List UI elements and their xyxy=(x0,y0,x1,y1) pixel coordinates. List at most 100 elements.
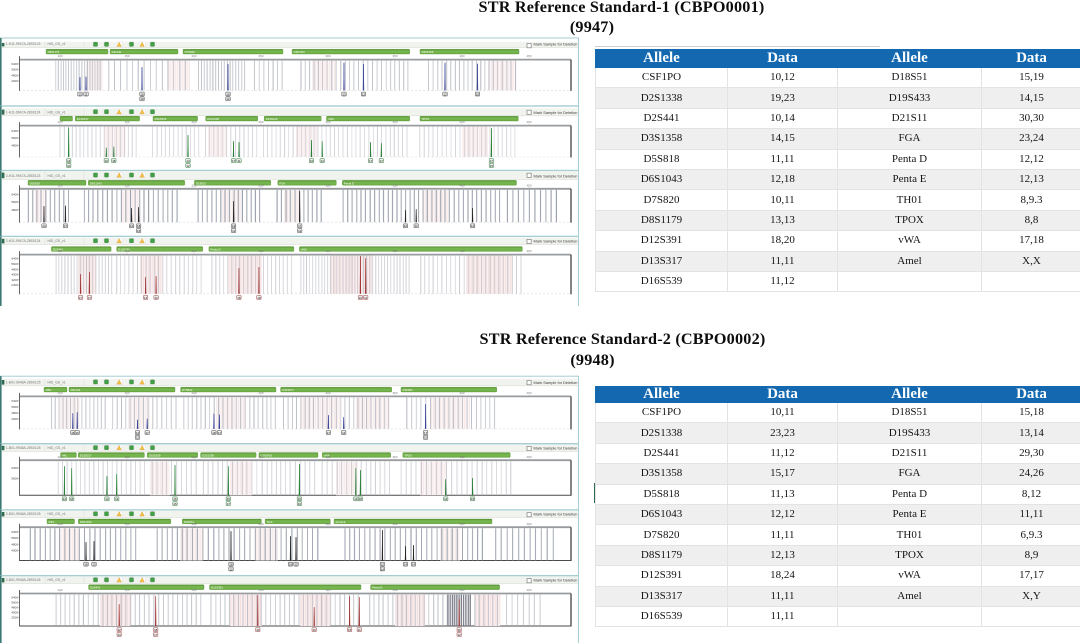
svg-text:18: 18 xyxy=(359,497,363,501)
svg-text:14: 14 xyxy=(298,229,302,233)
svg-text:250: 250 xyxy=(258,120,263,124)
svg-text:D2S441: D2S441 xyxy=(90,586,101,590)
svg-text:D8S1179: D8S1179 xyxy=(48,50,60,54)
svg-text:17: 17 xyxy=(88,296,92,300)
svg-text:12: 12 xyxy=(229,567,233,571)
svg-text:HID_GS_v1: HID_GS_v1 xyxy=(48,578,66,582)
svg-text:17: 17 xyxy=(380,159,384,163)
svg-text:18: 18 xyxy=(84,563,88,567)
svg-text:5600: 5600 xyxy=(11,200,18,204)
svg-text:300: 300 xyxy=(325,391,330,395)
svg-text:4000: 4000 xyxy=(11,79,18,83)
svg-text:D19S433: D19S433 xyxy=(261,454,273,458)
svg-text:10: 10 xyxy=(424,436,428,440)
svg-text:16: 16 xyxy=(289,563,293,567)
svg-text:4000: 4000 xyxy=(11,273,18,277)
svg-text:D21S11: D21S11 xyxy=(71,388,81,392)
svg-text:150: 150 xyxy=(124,249,129,253)
svg-text:18: 18 xyxy=(237,296,241,300)
svg-text:D16S539: D16S539 xyxy=(155,117,167,121)
svg-text:10: 10 xyxy=(256,628,260,632)
svg-text:6400: 6400 xyxy=(11,129,18,133)
svg-text:15: 15 xyxy=(173,502,177,506)
svg-text:400: 400 xyxy=(459,54,464,58)
svg-text:17: 17 xyxy=(146,431,150,435)
svg-text:300: 300 xyxy=(325,588,330,592)
svg-text:12: 12 xyxy=(115,497,119,501)
svg-text:6400: 6400 xyxy=(11,466,18,470)
svg-text:400: 400 xyxy=(459,249,464,253)
svg-text:12: 12 xyxy=(471,224,475,228)
svg-text:350: 350 xyxy=(392,455,397,459)
svg-text:Mark Sample for Deletion: Mark Sample for Deletion xyxy=(534,578,578,583)
svg-text:11: 11 xyxy=(358,628,361,632)
svg-text:Mark Sample for Deletion: Mark Sample for Deletion xyxy=(534,512,578,517)
svg-text:250: 250 xyxy=(258,455,263,459)
svg-text:13: 13 xyxy=(92,563,96,567)
svg-text:D2S1338: D2S1338 xyxy=(207,117,219,121)
svg-text:200: 200 xyxy=(191,391,196,395)
svg-text:3200: 3200 xyxy=(11,616,18,620)
svg-text:250: 250 xyxy=(258,522,263,526)
svg-text:17: 17 xyxy=(79,296,83,300)
svg-text:Penta E: Penta E xyxy=(336,520,346,524)
svg-text:12: 12 xyxy=(381,563,385,567)
svg-text:3200: 3200 xyxy=(11,278,18,282)
svg-text:10: 10 xyxy=(313,628,317,632)
svg-text:4800: 4800 xyxy=(11,267,18,271)
svg-text:300: 300 xyxy=(325,54,330,58)
svg-text:15: 15 xyxy=(490,164,494,168)
svg-text:16: 16 xyxy=(476,92,480,96)
svg-text:300: 300 xyxy=(325,183,330,187)
svg-text:vWA: vWA xyxy=(301,248,307,252)
svg-text:Mark Sample for Deletion: Mark Sample for Deletion xyxy=(534,42,578,47)
svg-text:17: 17 xyxy=(227,502,231,506)
svg-text:400: 400 xyxy=(459,120,464,124)
svg-text:1-B01-9948A-28S0126: 1-B01-9948A-28S0126 xyxy=(6,446,41,450)
svg-text:vWA: vWA xyxy=(324,454,330,458)
svg-text:2-H11-9947A-28S0124: 2-H11-9947A-28S0124 xyxy=(6,239,41,243)
svg-text:TPOX: TPOX xyxy=(422,117,430,121)
svg-text:HID_GS_v1: HID_GS_v1 xyxy=(48,174,66,178)
svg-text:450: 450 xyxy=(526,120,531,124)
svg-text:10: 10 xyxy=(130,224,134,228)
svg-text:4800: 4800 xyxy=(11,143,18,147)
svg-text:17: 17 xyxy=(490,159,494,163)
svg-text:13: 13 xyxy=(342,92,346,96)
svg-text:16: 16 xyxy=(227,497,231,501)
svg-text:17: 17 xyxy=(232,159,236,163)
svg-text:12: 12 xyxy=(294,563,298,567)
svg-text:350: 350 xyxy=(392,522,397,526)
svg-text:18: 18 xyxy=(137,224,141,228)
svg-text:16: 16 xyxy=(298,497,302,501)
svg-text:13: 13 xyxy=(42,224,46,228)
svg-text:2-B01-9948A-28S0126: 2-B01-9948A-28S0126 xyxy=(6,578,41,582)
svg-text:16: 16 xyxy=(226,92,230,96)
svg-text:100: 100 xyxy=(57,249,62,253)
svg-text:150: 150 xyxy=(124,183,129,187)
svg-text:HID_GS_v1: HID_GS_v1 xyxy=(48,446,66,450)
svg-text:12: 12 xyxy=(362,92,366,96)
svg-text:14: 14 xyxy=(186,159,190,163)
svg-text:Mark Sample for Deletion: Mark Sample for Deletion xyxy=(534,110,578,115)
svg-text:HID_GS_v1: HID_GS_v1 xyxy=(48,110,66,114)
svg-text:10: 10 xyxy=(67,164,71,168)
svg-text:150: 150 xyxy=(124,588,129,592)
svg-text:200: 200 xyxy=(191,120,196,124)
svg-text:300: 300 xyxy=(325,522,330,526)
svg-text:12: 12 xyxy=(226,97,230,101)
svg-text:4800: 4800 xyxy=(11,208,18,212)
svg-text:13: 13 xyxy=(78,92,82,96)
svg-text:HID_GS_v1: HID_GS_v1 xyxy=(48,380,66,384)
svg-text:100: 100 xyxy=(57,183,62,187)
svg-text:15: 15 xyxy=(348,628,352,632)
svg-text:D13S317: D13S317 xyxy=(77,117,89,121)
svg-text:D7S820: D7S820 xyxy=(185,50,196,54)
svg-text:350: 350 xyxy=(392,391,397,395)
svg-text:150: 150 xyxy=(124,455,129,459)
svg-text:200: 200 xyxy=(191,522,196,526)
svg-text:4000: 4000 xyxy=(11,611,18,615)
svg-text:2-B01-9948A-28S0125: 2-B01-9948A-28S0125 xyxy=(6,512,41,516)
svg-text:12: 12 xyxy=(105,497,109,501)
svg-text:12: 12 xyxy=(444,497,448,501)
